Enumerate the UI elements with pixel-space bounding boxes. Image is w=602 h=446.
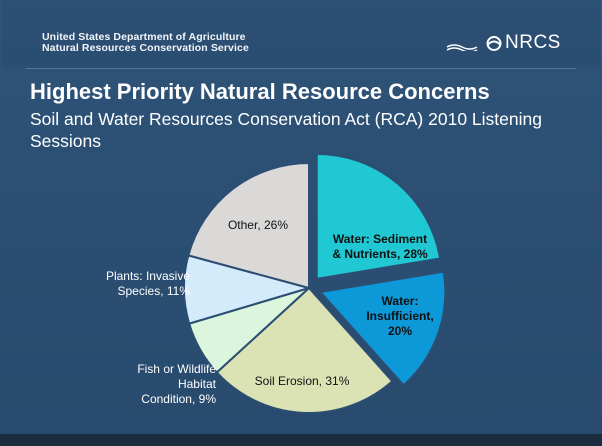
pie-slice-2 bbox=[318, 270, 447, 387]
nrcs-mark-icon bbox=[486, 36, 502, 51]
slide-subtitle: Soil and Water Resources Conservation Ac… bbox=[30, 109, 542, 151]
pie-slice-3 bbox=[215, 286, 394, 414]
pie-label-3: Soil Erosion, 31% bbox=[255, 374, 350, 388]
nrcs-logo-text: NRCS bbox=[505, 32, 561, 53]
pie-label-5: Plants: Invasive Species, 11% bbox=[106, 269, 190, 298]
pie-label-4: Fish or Wildlife Habitat Condition, 9% bbox=[137, 362, 216, 406]
pie-label-6: Other, 26% bbox=[228, 218, 288, 232]
bottom-bar bbox=[0, 434, 602, 446]
pie-labels: Water: Sediment & Nutrients, 28% Water: Ins… bbox=[106, 218, 434, 406]
header-divider bbox=[26, 68, 576, 69]
agency-name-line1: United States Department of Agriculture bbox=[42, 31, 246, 43]
slide-title: Highest Priority Natural Resource Concer… bbox=[30, 79, 490, 104]
usda-logo bbox=[446, 44, 478, 51]
pie-slice-6 bbox=[187, 161, 310, 290]
nrcs-logo: NRCS bbox=[485, 32, 561, 54]
header-band bbox=[2, 0, 600, 68]
pie-slices bbox=[183, 152, 447, 414]
agency-name-line2: Natural Resources Conservation Service bbox=[42, 42, 249, 54]
pie-slice-1 bbox=[315, 152, 442, 281]
pie-label-1: Water: Sediment & Nutrients, 28% bbox=[332, 232, 428, 261]
pie-label-2: Water: Insufficient, 20% bbox=[366, 294, 433, 338]
